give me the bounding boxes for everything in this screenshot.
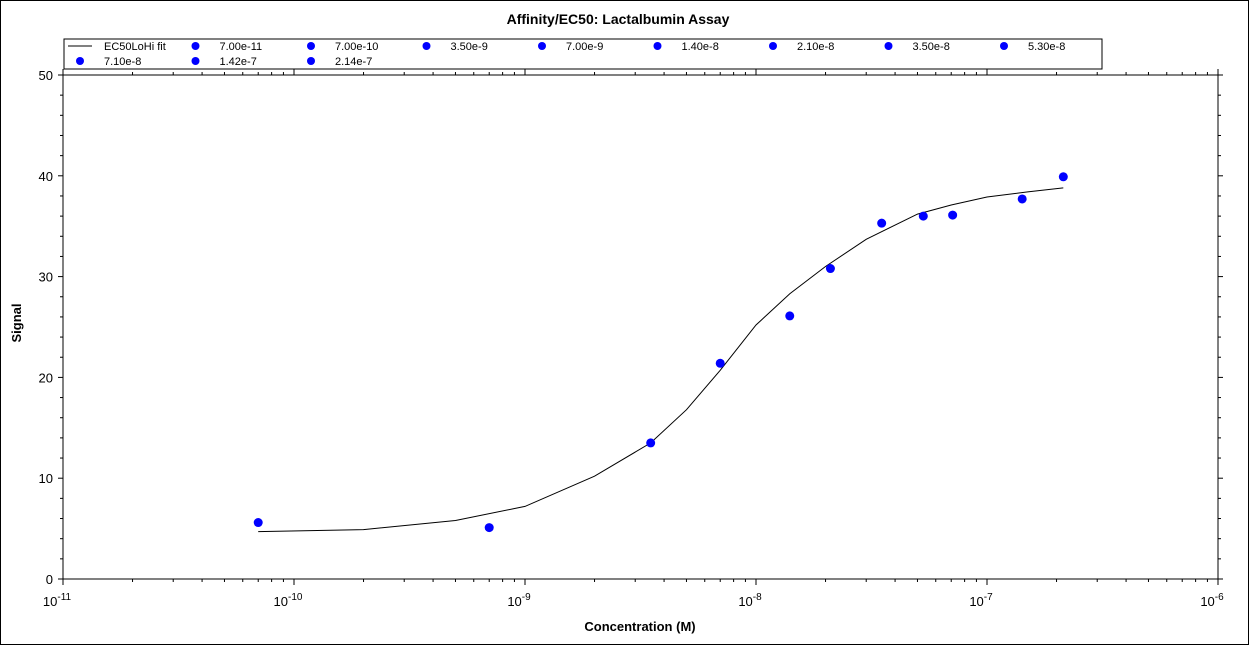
data-point — [918, 211, 928, 221]
legend-dot-symbol — [76, 57, 84, 65]
data-point — [825, 264, 835, 274]
legend-label: 1.42e-7 — [220, 56, 257, 68]
legend-label: 5.30e-8 — [1028, 41, 1065, 53]
legend-dot-symbol — [769, 42, 777, 50]
legend-label: 7.00e-9 — [566, 41, 603, 53]
x-tick-label: 10-11 — [43, 592, 72, 609]
x-tick-label: 10-6 — [1200, 592, 1224, 609]
legend-label: 7.10e-8 — [104, 56, 141, 68]
legend-dot-symbol — [1000, 42, 1008, 50]
legend-label: EC50LoHi fit — [104, 41, 166, 53]
legend-label: 3.50e-8 — [913, 41, 950, 53]
legend-dot-symbol — [538, 42, 546, 50]
x-tick-label: 10-10 — [274, 592, 303, 609]
data-point — [1017, 194, 1027, 204]
data-point — [948, 210, 958, 220]
legend-dot-symbol — [307, 42, 315, 50]
legend-dot-symbol — [653, 42, 662, 50]
x-tick-label: 10-8 — [738, 592, 762, 609]
data-point — [646, 438, 656, 448]
data-points — [253, 172, 1068, 533]
y-tick-label: 30 — [39, 270, 53, 285]
plot-area: 0 10 20 30 40 50 10-11 10-10 10-9 10-8 10-7 10-6 — [39, 68, 1225, 609]
legend: EC50LoHi fit 7.00e-11 7.00e-10 3.50e-9 7.00e… — [63, 38, 1103, 70]
legend-dot-symbol — [422, 42, 431, 50]
data-point — [253, 518, 263, 528]
y-axis: 0 10 20 30 40 50 — [39, 68, 1223, 587]
legend-dot-symbol — [191, 57, 200, 65]
legend-label: 2.10e-8 — [797, 41, 834, 53]
legend-label: 3.50e-9 — [451, 41, 488, 53]
legend-dot-symbol — [884, 42, 893, 50]
x-axis: 10-11 10-10 10-9 10-8 10-7 10-6 — [43, 69, 1224, 609]
legend-label: 7.00e-10 — [335, 41, 378, 53]
y-tick-label: 20 — [39, 370, 53, 385]
y-tick-label: 40 — [39, 169, 53, 184]
legend-dot-symbol — [307, 57, 315, 65]
x-tick-label: 10-9 — [507, 592, 531, 609]
legend-label: 7.00e-11 — [220, 41, 263, 53]
x-axis-title: Concentration (M) — [584, 619, 695, 634]
fit-curve — [258, 187, 1064, 533]
y-tick-label: 50 — [39, 68, 53, 83]
legend-box — [63, 38, 1103, 70]
y-tick-label: 10 — [39, 471, 53, 486]
legend-label: 2.14e-7 — [335, 56, 372, 68]
plot-border — [62, 74, 1219, 580]
y-tick-label: 0 — [46, 572, 53, 587]
chart-title: Affinity/EC50: Lactalbumin Assay — [507, 11, 730, 27]
y-axis-title: Signal — [9, 303, 24, 342]
data-point — [785, 311, 795, 321]
x-tick-label: 10-7 — [969, 592, 993, 609]
data-point — [715, 358, 725, 368]
legend-dot-symbol — [191, 42, 200, 50]
legend-label: 1.40e-8 — [682, 41, 719, 53]
data-point — [1058, 172, 1068, 182]
data-point — [877, 218, 887, 228]
data-point — [484, 523, 494, 533]
